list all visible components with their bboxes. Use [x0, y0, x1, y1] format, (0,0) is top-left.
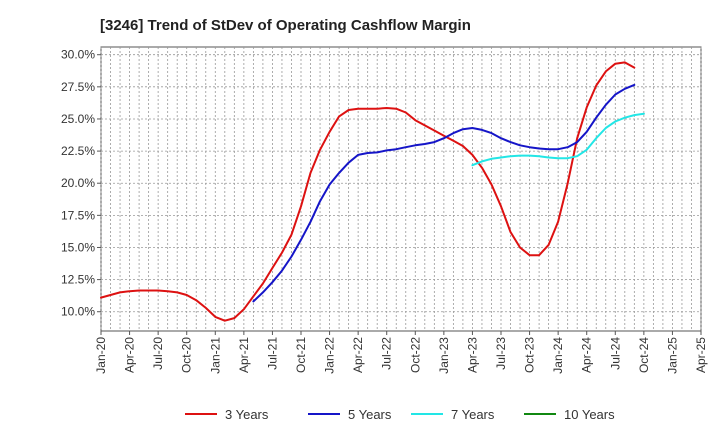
- series-line-7-years: [471, 112, 645, 167]
- x-axis-ticks: Jan-20 Apr-20 Jul-20 Oct-20 Jan-21 Apr-21 Jul-…: [94, 331, 708, 374]
- x-tick-label: Apr-25: [694, 337, 708, 373]
- series-line-5-years: [252, 83, 636, 303]
- legend-label-3-years: 3 Years: [225, 407, 269, 422]
- x-tick-label: Apr-21: [237, 337, 251, 373]
- x-tick-label: Jan-21: [208, 337, 222, 374]
- x-tick-label: Apr-20: [123, 337, 137, 373]
- series-lines: [100, 61, 645, 322]
- legend: 3 Years 5 Years 7 Years 10 Years: [185, 407, 615, 422]
- x-tick-label: Jan-23: [437, 337, 451, 374]
- x-tick-label: Jul-22: [380, 337, 394, 370]
- plot-area: [100, 46, 702, 332]
- x-tick-label: Apr-23: [465, 337, 479, 373]
- x-tick-label: Oct-23: [523, 337, 537, 373]
- y-tick-label: 20.0%: [61, 176, 95, 190]
- grid-lines: [100, 47, 702, 331]
- x-tick-label: Apr-24: [580, 337, 594, 373]
- x-tick-label: Jul-21: [265, 337, 279, 370]
- x-tick-label: Jan-24: [551, 337, 565, 374]
- x-tick-label: Oct-24: [637, 337, 651, 373]
- x-tick-label: Jul-23: [494, 337, 508, 370]
- y-tick-label: 15.0%: [61, 240, 95, 254]
- y-tick-label: 12.5%: [61, 273, 95, 287]
- chart-title: [3246] Trend of StDev of Operating Cashf…: [100, 17, 471, 34]
- x-tick-label: Jan-20: [94, 337, 108, 374]
- legend-label-7-years: 7 Years: [451, 407, 495, 422]
- y-tick-label: 30.0%: [61, 48, 95, 62]
- y-axis-ticks: 10.0% 12.5% 15.0% 17.5% 20.0% 22.5% 25.0% 27.5%…: [61, 48, 101, 319]
- series-line-3-years: [100, 61, 636, 322]
- legend-label-10-years: 10 Years: [564, 407, 615, 422]
- x-tick-label: Jul-20: [151, 337, 165, 370]
- x-tick-label: Oct-22: [408, 337, 422, 373]
- x-tick-label: Jul-24: [608, 337, 622, 370]
- y-tick-label: 10.0%: [61, 305, 95, 319]
- y-tick-label: 27.5%: [61, 80, 95, 94]
- x-tick-label: Jan-22: [323, 337, 337, 374]
- y-tick-label: 22.5%: [61, 144, 95, 158]
- x-tick-label: Oct-20: [180, 337, 194, 373]
- x-tick-label: Apr-22: [351, 337, 365, 373]
- x-tick-label: Jan-25: [665, 337, 679, 374]
- x-tick-label: Oct-21: [294, 337, 308, 373]
- y-tick-label: 25.0%: [61, 112, 95, 126]
- legend-label-5-years: 5 Years: [348, 407, 392, 422]
- plot-border: [100, 46, 702, 332]
- y-tick-label: 17.5%: [61, 208, 95, 222]
